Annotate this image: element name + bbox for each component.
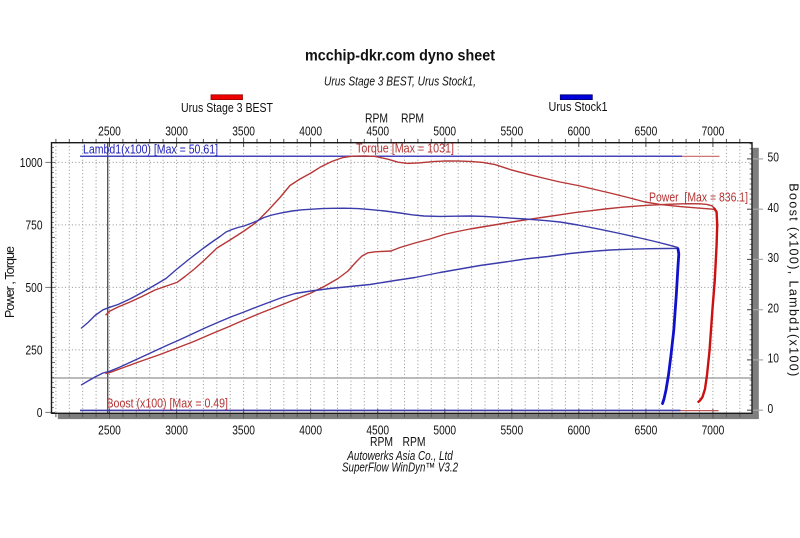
svg-text:2500: 2500 — [98, 125, 121, 139]
svg-text:1000: 1000 — [20, 156, 43, 170]
svg-text:0: 0 — [37, 406, 43, 420]
svg-text:7000: 7000 — [702, 424, 725, 438]
svg-text:RPM: RPM — [401, 112, 424, 126]
svg-text:10: 10 — [768, 352, 779, 366]
svg-text:RPM: RPM — [403, 435, 426, 449]
svg-text:4500: 4500 — [366, 424, 389, 438]
svg-text:500: 500 — [26, 281, 43, 295]
svg-text:Torque [Max = 1031]: Torque [Max = 1031] — [356, 142, 454, 156]
svg-text:Urus Stage 3 BEST: Urus Stage 3 BEST — [181, 101, 273, 115]
svg-text:5500: 5500 — [500, 125, 523, 139]
svg-text:20: 20 — [768, 301, 779, 315]
svg-text:3000: 3000 — [165, 125, 188, 139]
svg-text:4000: 4000 — [299, 424, 322, 438]
svg-text:50: 50 — [768, 151, 779, 165]
svg-text:4500: 4500 — [366, 125, 389, 139]
svg-text:6500: 6500 — [635, 125, 658, 139]
svg-text:30: 30 — [768, 251, 779, 265]
svg-text:SuperFlow WinDyn™ V3.2: SuperFlow WinDyn™ V3.2 — [342, 460, 458, 474]
svg-text:3500: 3500 — [232, 424, 255, 438]
svg-text:3500: 3500 — [232, 125, 255, 139]
svg-text:Power , Torque: Power , Torque — [3, 246, 17, 318]
svg-text:7000: 7000 — [702, 125, 725, 139]
svg-text:6000: 6000 — [568, 424, 591, 438]
svg-text:2500: 2500 — [98, 424, 121, 438]
svg-text:750: 750 — [26, 218, 43, 232]
svg-text:6000: 6000 — [568, 125, 591, 139]
svg-text:3000: 3000 — [165, 424, 188, 438]
svg-text:RPM: RPM — [365, 112, 388, 126]
svg-text:mcchip-dkr.com dyno sheet: mcchip-dkr.com dyno sheet — [305, 48, 496, 65]
svg-text:5500: 5500 — [500, 424, 523, 438]
svg-text:6500: 6500 — [635, 424, 658, 438]
svg-text:Boost (x100), Lambd1(x100): Boost (x100), Lambd1(x100) — [787, 183, 800, 376]
svg-text:Boost (x100) [Max = 0.49]: Boost (x100) [Max = 0.49] — [107, 397, 229, 411]
svg-text:Urus Stock1: Urus Stock1 — [549, 100, 608, 114]
svg-text:5000: 5000 — [433, 125, 456, 139]
svg-text:4000: 4000 — [299, 125, 322, 139]
svg-text:Lambd1(x100) [Max = 50.61]: Lambd1(x100) [Max = 50.61] — [83, 143, 218, 157]
svg-text:5000: 5000 — [433, 424, 456, 438]
svg-text:40: 40 — [768, 201, 779, 215]
svg-text:Urus Stage 3 BEST, Urus Stock1: Urus Stage 3 BEST, Urus Stock1, — [324, 75, 476, 89]
svg-text:Power [Max = 836.1]: Power [Max = 836.1] — [649, 191, 748, 205]
svg-text:250: 250 — [26, 343, 43, 357]
svg-text:0: 0 — [768, 402, 774, 416]
